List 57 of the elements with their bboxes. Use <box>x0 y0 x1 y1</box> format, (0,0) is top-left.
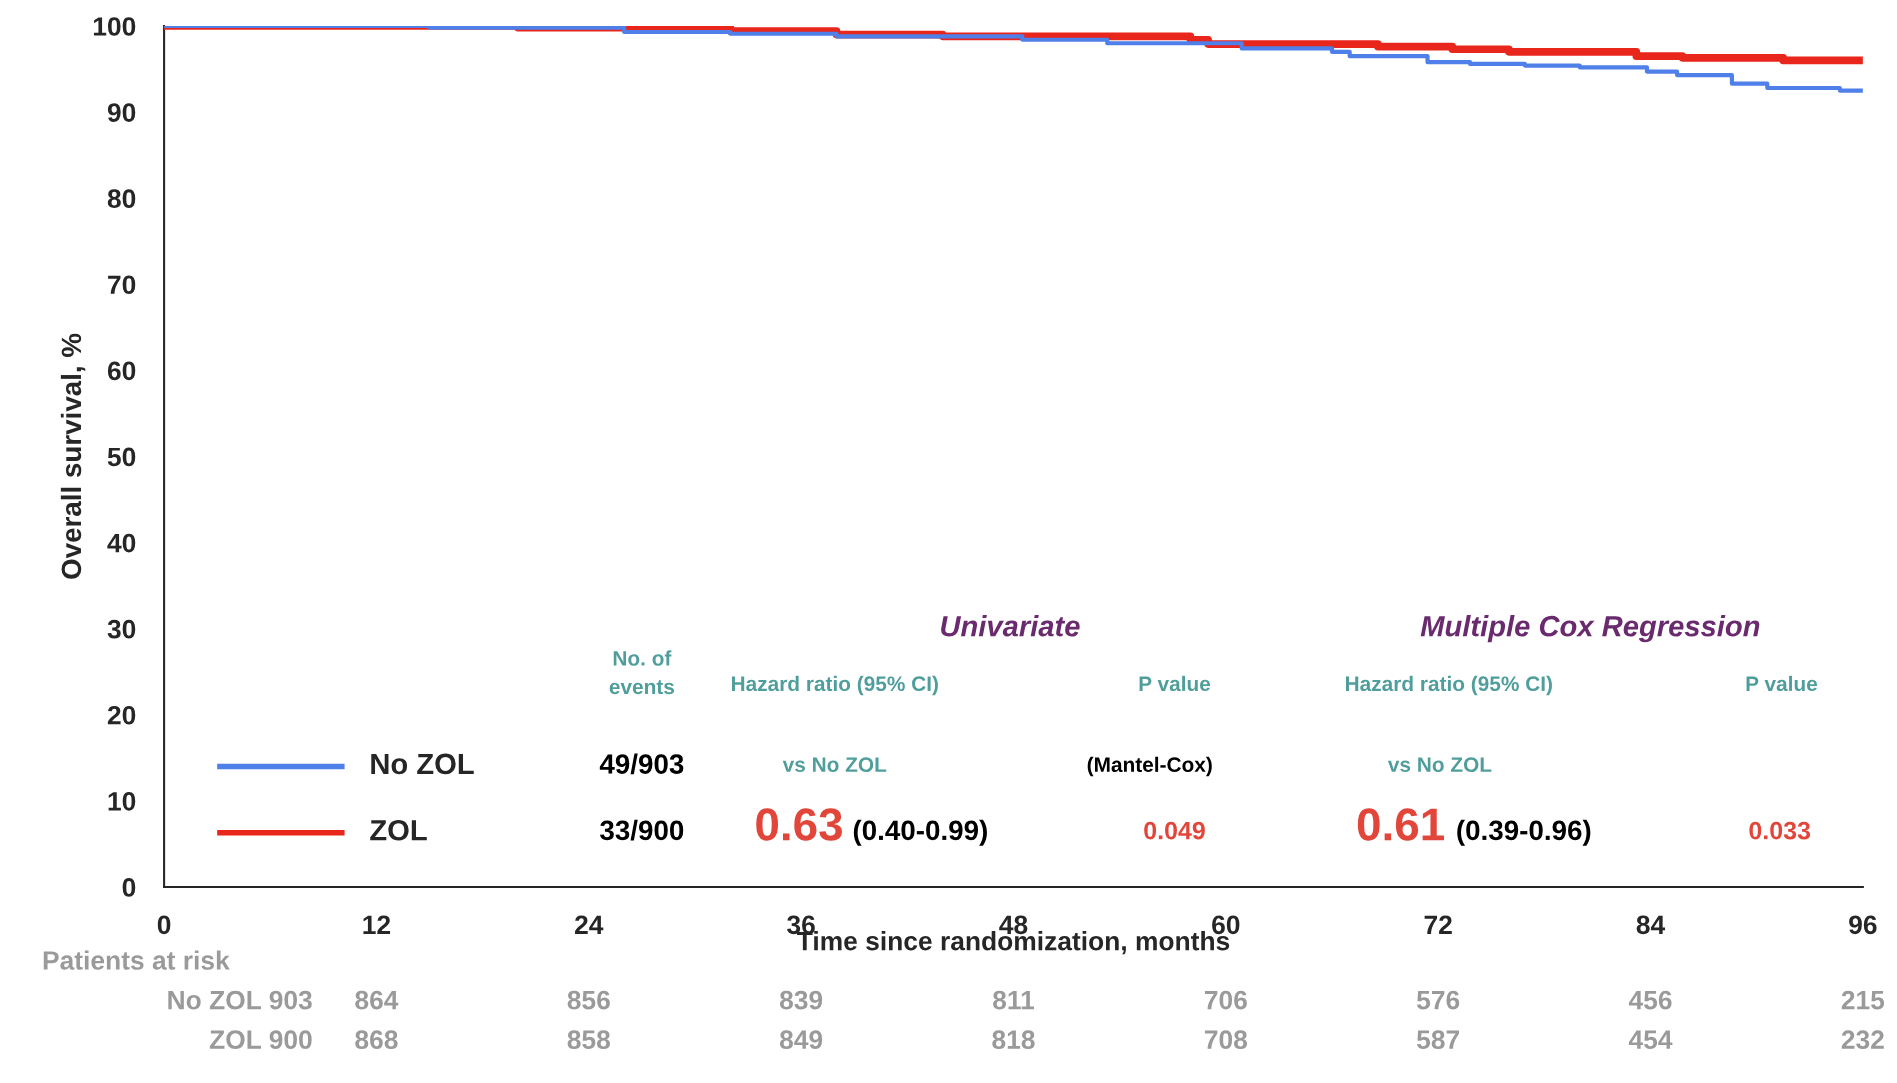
text: 576 <box>1416 990 1460 1010</box>
text: 868 <box>355 1030 398 1050</box>
text: 706 <box>1204 990 1247 1010</box>
y-tick-label: 90 <box>107 103 136 122</box>
annotation: 0.63 <box>756 808 842 841</box>
y-tick-label: 40 <box>107 533 136 553</box>
text: 587 <box>1416 1030 1460 1050</box>
annotation: 49/903 <box>599 753 684 775</box>
x-tick-label: 0 <box>157 915 171 935</box>
y-tick-label: 0 <box>122 878 136 897</box>
annotation: No. of events <box>609 650 675 695</box>
annotation: 0.049 <box>1144 821 1205 840</box>
annotation: 0.61 <box>1357 808 1444 841</box>
annotation: P value <box>1746 675 1818 692</box>
x-tick-label: 24 <box>575 915 604 934</box>
text: 858 <box>567 1030 610 1050</box>
annotation: Hazard ratio (95% CI) <box>731 675 938 696</box>
annotation: Univariate <box>941 615 1080 637</box>
text: 864 <box>355 990 399 1010</box>
annotation: 0.033 <box>1749 821 1811 840</box>
annotation: vs No ZOL <box>782 757 887 773</box>
legend-label: No ZOL <box>371 753 474 775</box>
y-tick-label: 70 <box>108 275 136 295</box>
text: No ZOL 903 <box>168 990 312 1010</box>
y-tick-label: 100 <box>93 17 136 36</box>
y-tick-label: 10 <box>108 792 136 811</box>
y-tick-label: 20 <box>107 705 136 725</box>
text: 856 <box>567 990 610 1010</box>
y-tick-label: 80 <box>107 189 136 209</box>
text: 811 <box>993 990 1035 1010</box>
y-tick-label: 60 <box>107 361 136 381</box>
text: 215 <box>1841 990 1885 1010</box>
annotation: (0.40-0.99) <box>853 819 987 846</box>
text: 708 <box>1204 1030 1248 1050</box>
annotation: P value <box>1139 675 1211 692</box>
x-tick-label: 72 <box>1424 915 1452 934</box>
text: 456 <box>1628 990 1672 1010</box>
annotation: Hazard ratio (95% CI) <box>1345 675 1552 696</box>
y-tick-label: 50 <box>107 447 136 467</box>
x-tick-label: 96 <box>1849 915 1877 935</box>
y-axis-title: Overall survival, % <box>60 333 86 579</box>
text: 849 <box>779 1030 823 1050</box>
annotation: 33/900 <box>600 819 684 841</box>
annotation: vs No ZOL <box>1387 757 1492 773</box>
text: 818 <box>992 1030 1035 1050</box>
annotation: (Mantel-Cox) <box>1087 756 1212 777</box>
x-tick-label: 12 <box>363 915 391 934</box>
text: 232 <box>1841 1030 1884 1050</box>
text: Patients at risk <box>43 950 230 970</box>
x-tick-label: 84 <box>1636 915 1666 935</box>
y-tick-label: 30 <box>107 619 136 639</box>
text: 839 <box>779 990 823 1010</box>
text: 454 <box>1628 1030 1673 1050</box>
annotation: (0.39-0.96) <box>1457 819 1591 846</box>
legend-label: ZOL <box>370 819 427 841</box>
text: ZOL 900 <box>209 1030 312 1050</box>
annotation: Multiple Cox Regression <box>1420 615 1760 643</box>
